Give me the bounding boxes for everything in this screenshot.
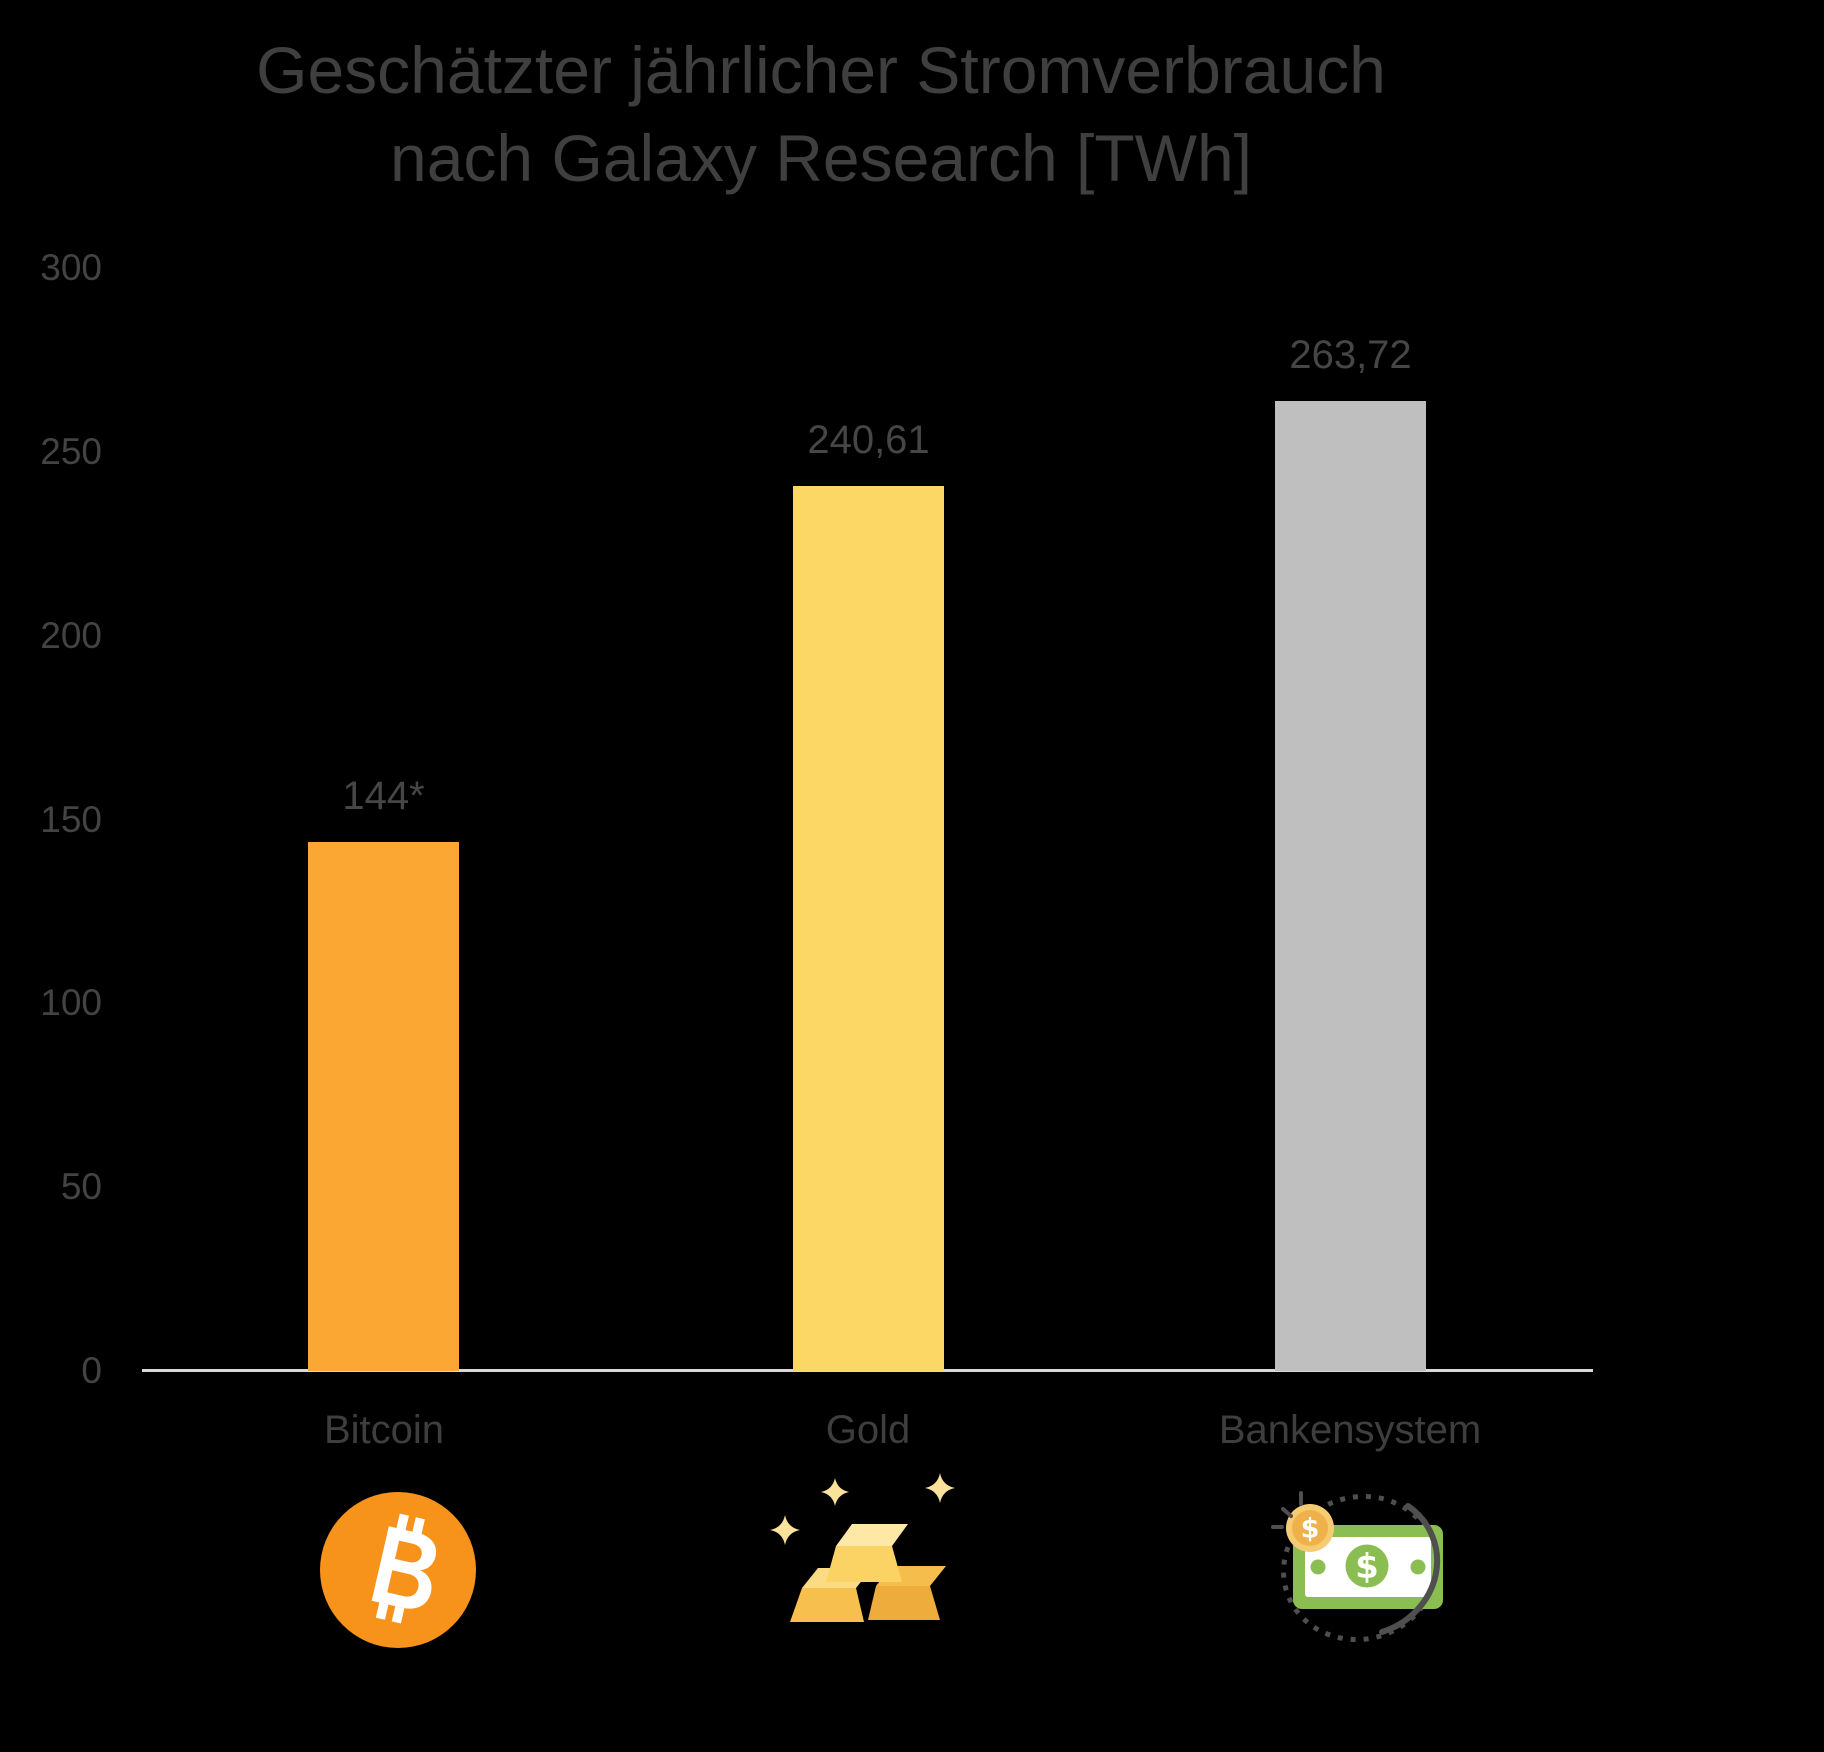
chart-title-line2: nach Galaxy Research [TWh] xyxy=(390,121,1252,195)
orbit-solid-arc xyxy=(1379,1503,1441,1635)
gold-sparkles xyxy=(770,1473,955,1545)
y-tick-label: 250 xyxy=(40,430,102,472)
coin-dollar-sign: $ xyxy=(1301,1514,1320,1545)
bitcoin-b-glyph xyxy=(371,1513,437,1624)
y-axis-tick-labels: 0 50 100 150 200 250 300 xyxy=(0,0,102,1752)
bar-value-label-gold: 240,61 xyxy=(807,418,930,463)
dollar-coin: $ xyxy=(1271,1491,1334,1552)
bitcoin-coin-icon xyxy=(320,1492,476,1648)
banknote: $ xyxy=(1293,1525,1443,1609)
gold-bar xyxy=(793,486,944,1371)
bar-group-bankensystem: 263,72 xyxy=(1275,0,1426,1371)
y-tick-label: 300 xyxy=(40,247,102,288)
x-label-bitcoin: Bitcoin xyxy=(323,1408,445,1452)
bar-value-label-bankensystem: 263,72 xyxy=(1289,333,1412,378)
y-tick-label: 150 xyxy=(40,798,102,840)
y-tick-label: 200 xyxy=(40,614,102,656)
chart-title: Geschätzter jährlicher Stromverbrauch na… xyxy=(0,26,1642,202)
banknote-dollar-sign: $ xyxy=(1355,1547,1379,1587)
y-tick-label: 0 xyxy=(81,1350,102,1391)
y-tick-label: 100 xyxy=(40,982,102,1024)
gold-ingots xyxy=(790,1524,946,1622)
chart-title-line1: Geschätzter jährlicher Stromverbrauch xyxy=(256,33,1386,107)
bar-value-label-bitcoin: 144* xyxy=(342,773,425,818)
x-label-gold: Gold xyxy=(825,1408,911,1452)
bar-group-gold: 240,61 xyxy=(793,0,944,1371)
x-label-bankensystem: Bankensystem xyxy=(1218,1408,1482,1452)
bar-group-bitcoin: 144* xyxy=(308,0,459,1371)
coin-shine-rays xyxy=(1271,1491,1303,1529)
bankensystem-bar xyxy=(1275,401,1426,1371)
y-tick-label: 50 xyxy=(60,1166,102,1208)
banknote-coin-icon: $ $ xyxy=(1271,1491,1443,1643)
bitcoin-bar xyxy=(308,841,459,1371)
gold-bars-icon xyxy=(770,1473,955,1622)
